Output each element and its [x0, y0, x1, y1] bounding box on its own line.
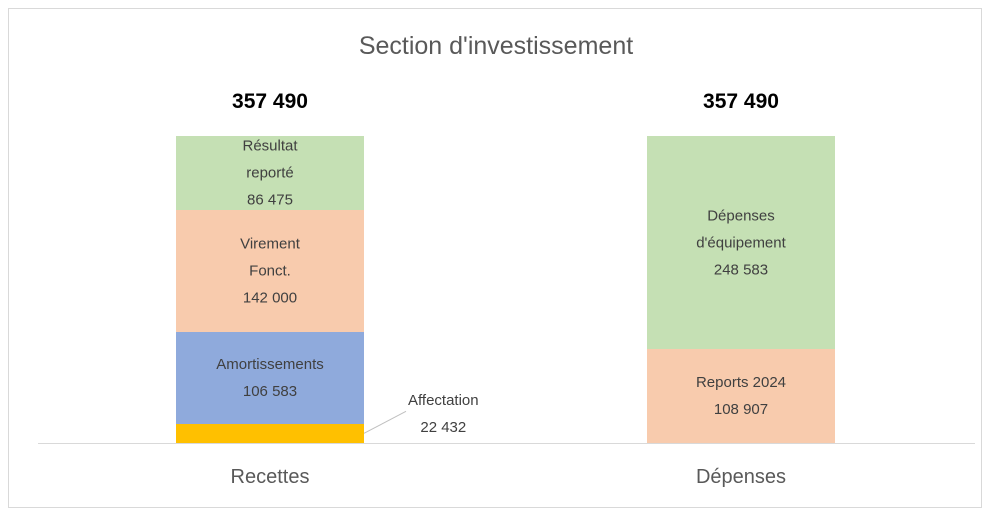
segment-name: Résultat reporté	[242, 137, 298, 182]
bar-segment: Reports 2024 108 907	[647, 349, 835, 443]
segment-name: Dépenses d'équipement	[696, 207, 786, 252]
bar-segment: Amortissements 106 583	[176, 332, 364, 424]
total-label: 357 490	[703, 90, 779, 113]
bar-segment: Résultat reporté 86 475	[176, 136, 364, 211]
segment-value: 142 000	[242, 289, 298, 307]
segment-label: Reports 2024 108 907	[696, 369, 786, 423]
segment-label: Virement Fonct. 142 000	[223, 231, 317, 312]
segment-value: 22 432	[420, 419, 467, 437]
segment-value: 106 583	[242, 382, 298, 400]
segment-name: Reports 2024	[695, 374, 787, 392]
segment-name: Amortissements	[216, 355, 324, 373]
total-label: 357 490	[232, 90, 308, 113]
x-tick-label: Dépenses	[695, 466, 787, 488]
x-tick-label: Recettes	[230, 466, 310, 488]
segment-value: 86 475	[247, 191, 293, 209]
bar-segment: Virement Fonct. 142 000	[176, 210, 364, 333]
segment-label: Amortissements 106 583	[216, 351, 324, 405]
bar-segment: Dépenses d'équipement 248 583	[647, 136, 835, 350]
leader-line	[363, 410, 407, 434]
segment-label: Résultat reporté 86 475	[223, 133, 317, 214]
segment-label: Dépenses d'équipement 248 583	[694, 202, 788, 283]
segment-value: 108 907	[713, 401, 769, 419]
segment-name: Virement Fonct.	[240, 235, 300, 280]
chart-title: Section d'investissement	[358, 32, 634, 60]
bar-segment	[176, 423, 364, 443]
segment-name: Affectation	[408, 392, 479, 410]
segment-value: 248 583	[713, 261, 769, 279]
segment-label: Affectation 22 432	[408, 387, 479, 441]
